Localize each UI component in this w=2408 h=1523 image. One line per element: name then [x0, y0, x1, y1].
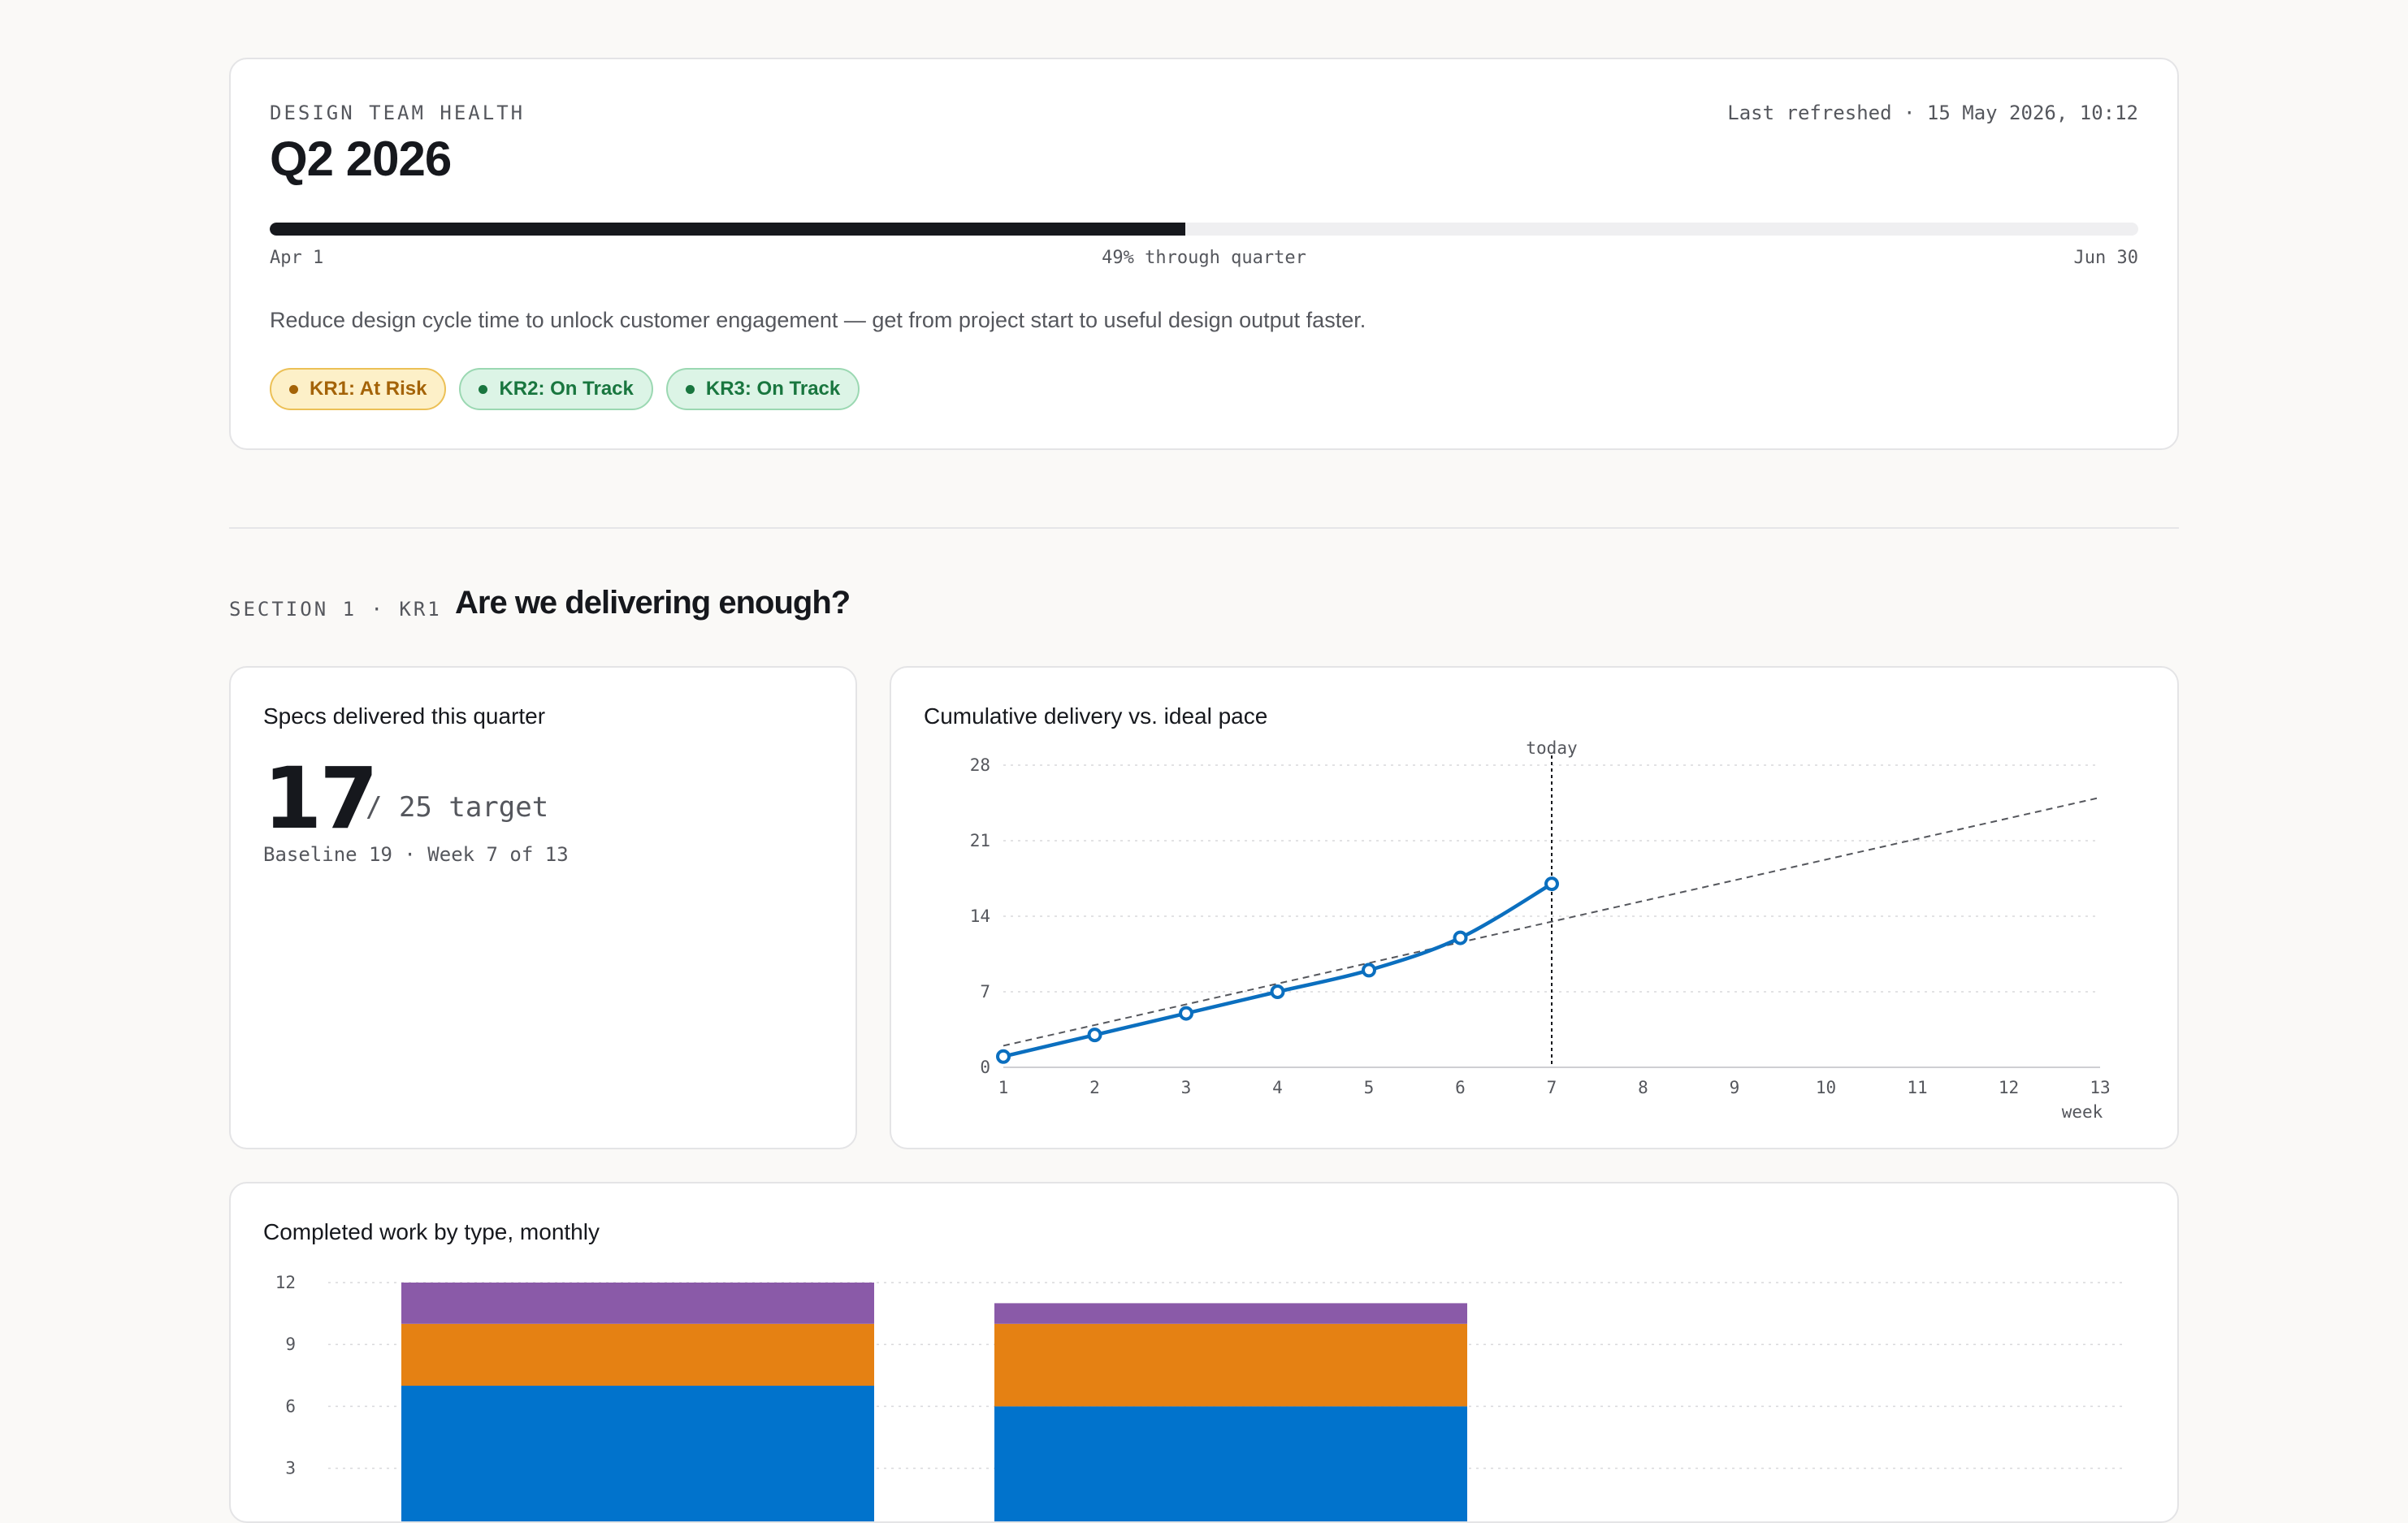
section-title: Are we delivering enough? [455, 585, 851, 621]
ideal-pace-line [1003, 796, 2101, 1047]
data-point [1453, 930, 1468, 945]
data-point [996, 1049, 1011, 1064]
x-axis-label: week [2062, 1102, 2103, 1122]
x-tick-label: 8 [1638, 1078, 1648, 1097]
bar-segment [994, 1303, 1467, 1324]
dashboard-eyebrow: DESIGN TEAM HEALTH [270, 102, 526, 124]
today-marker-label: today [1526, 738, 1577, 758]
data-point [1270, 984, 1285, 999]
x-tick-label: 3 [1181, 1078, 1192, 1097]
kpi-card-title: Specs delivered this quarter [263, 703, 546, 729]
kpi-subtext: Baseline 19 · Week 7 of 13 [263, 843, 569, 866]
y-tick-label: 28 [970, 755, 990, 775]
line-chart-title: Cumulative delivery vs. ideal pace [924, 703, 1268, 729]
y-tick-label: 6 [285, 1396, 296, 1416]
completed-work-card: Completed work by type, monthly 3 6 9 12 [229, 1182, 2179, 1523]
x-tick-label: 13 [2090, 1078, 2110, 1097]
badge-label: KR2: On Track [499, 378, 634, 400]
bar-segment [401, 1386, 874, 1521]
progress-start-label: Apr 1 [270, 248, 324, 268]
kr2-status-badge[interactable]: KR2: On Track [459, 368, 653, 410]
data-point [1544, 876, 1559, 892]
x-tick-label: 9 [1730, 1078, 1740, 1097]
x-tick-label: 2 [1089, 1078, 1100, 1097]
cumulative-delivery-card: Cumulative delivery vs. ideal pace 0 7 14 2… [890, 666, 2179, 1149]
data-point [1179, 1006, 1193, 1021]
y-tick-label: 3 [285, 1459, 296, 1478]
specs-delivered-card: Specs delivered this quarter 17 / 25 tar… [229, 666, 857, 1149]
kr3-status-badge[interactable]: KR3: On Track [665, 368, 860, 410]
objective-text: Reduce design cycle time to unlock custo… [270, 308, 1366, 332]
bar-segment [994, 1323, 1467, 1407]
y-tick-label: 7 [980, 982, 990, 1002]
badge-label: KR3: On Track [705, 378, 841, 400]
x-tick-label: 11 [1907, 1078, 1927, 1097]
quarter-header-card: DESIGN TEAM HEALTH Last refreshed · 15 M… [229, 58, 2179, 450]
status-dot-icon [685, 384, 695, 394]
kpi-value: 17 [263, 749, 379, 848]
bar-segment [401, 1283, 874, 1324]
progress-mid-label: 49% through quarter [1102, 248, 1306, 268]
kr1-status-badge[interactable]: KR1: At Risk [270, 368, 447, 410]
kr-status-badges: KR1: At Risk KR2: On Track KR3: On Track [270, 368, 860, 410]
data-point [1362, 963, 1376, 978]
actual-delivery-line [1003, 882, 1553, 1058]
x-tick-label: 7 [1547, 1078, 1557, 1097]
section-eyebrow: SECTION 1 · KR1 [229, 598, 442, 621]
bar-segment [401, 1323, 874, 1386]
y-tick-label: 12 [275, 1273, 296, 1292]
bar-segment [994, 1406, 1467, 1521]
completed-work-chart: 3 6 9 12 [275, 1273, 2124, 1521]
y-tick-label: 9 [285, 1335, 296, 1354]
y-tick-label: 14 [970, 906, 990, 926]
status-dot-icon [479, 384, 488, 394]
kpi-target: / 25 target [366, 791, 549, 824]
bar-chart-title: Completed work by type, monthly [263, 1219, 600, 1244]
progress-end-label: Jun 30 [2073, 248, 2138, 268]
badge-label: KR1: At Risk [310, 378, 427, 400]
y-tick-label: 21 [970, 831, 990, 850]
last-refreshed-label: Last refreshed · 15 May 2026, 10:12 [1727, 102, 2138, 124]
x-tick-label: 6 [1455, 1078, 1466, 1097]
page-title: Q2 2026 [270, 132, 452, 186]
y-tick-label: 0 [980, 1058, 990, 1077]
x-tick-label: 5 [1364, 1078, 1375, 1097]
x-tick-label: 10 [1816, 1078, 1836, 1097]
status-dot-icon [289, 384, 298, 394]
quarter-progress-fill [270, 223, 1185, 236]
x-tick-label: 12 [1999, 1078, 2019, 1097]
quarter-progress-bar [270, 223, 2138, 236]
section-divider [229, 527, 2179, 529]
data-point [1087, 1028, 1102, 1043]
x-tick-label: 4 [1272, 1078, 1283, 1097]
x-tick-label: 1 [998, 1078, 1009, 1097]
